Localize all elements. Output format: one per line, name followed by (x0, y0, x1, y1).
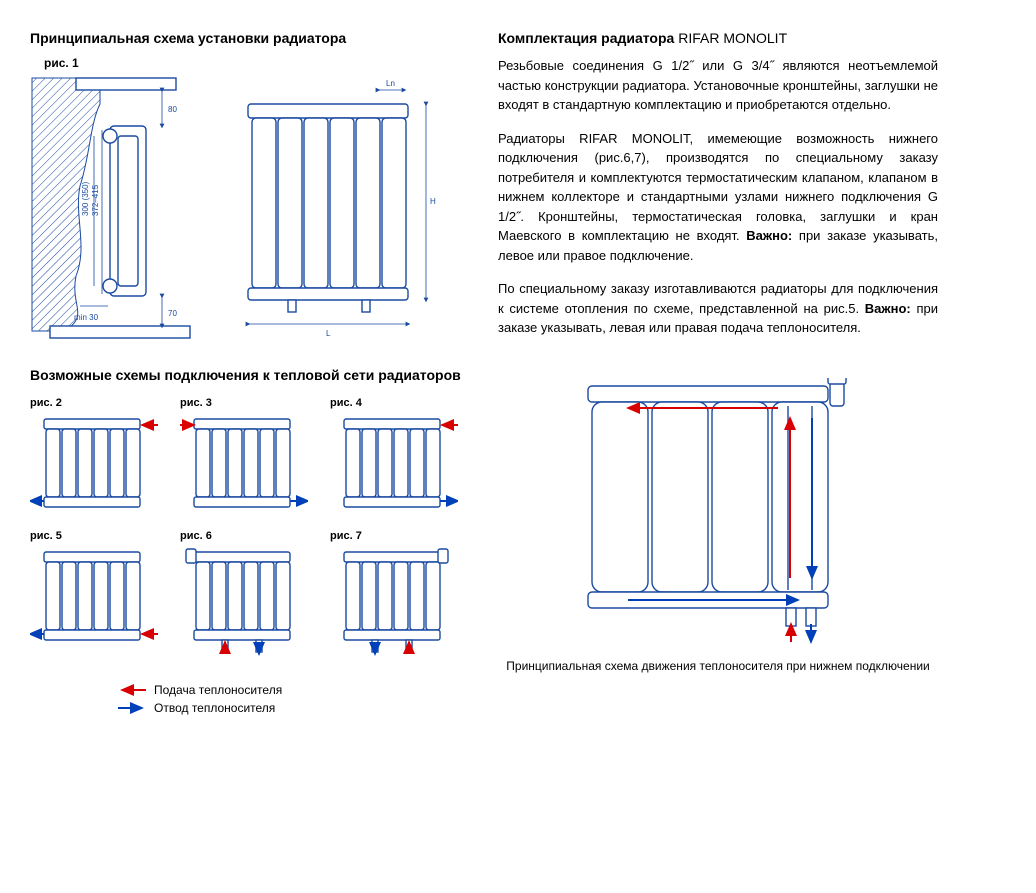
p2a: Радиаторы RIFAR MONOLIT, имемеющие возмо… (498, 131, 938, 244)
dim-mid2: 372–415 (91, 184, 100, 216)
dim-top: 80 (168, 105, 177, 114)
install-scheme-title: Принципиальная схема установки радиатора (30, 30, 470, 46)
right-bottom-figure: Принципиальная схема движения теплоносит… (498, 378, 938, 675)
scheme-2: рис. 2 (30, 393, 160, 516)
fig2-label: рис. 2 (30, 397, 160, 409)
fig1-front-view: Ln H (230, 76, 440, 341)
scheme-6: рис. 6 (180, 526, 310, 659)
config-title-prefix: Комплектация радиатора (498, 30, 678, 46)
config-title: Комплектация радиатора RIFAR MONOLIT (498, 30, 938, 46)
legend: Подача теплоносителя Отвод теплоносителя (118, 683, 470, 715)
bottom-flow-caption: Принципиальная схема движения теплоносит… (498, 658, 938, 675)
legend-supply-text: Подача теплоносителя (154, 683, 282, 697)
right-column: Комплектация радиатора RIFAR MONOLIT Рез… (498, 30, 938, 719)
fig1-label: рис. 1 (44, 56, 470, 70)
p2b: Важно: (746, 228, 792, 243)
page-root: Принципиальная схема установки радиатора… (30, 30, 1006, 719)
dim-bottom: 70 (168, 309, 177, 318)
fig4-label: рис. 4 (330, 397, 460, 409)
left-column: Принципиальная схема установки радиатора… (30, 30, 470, 719)
fig1-side-view: 80 300 (350) 372–415 min 30 70 (30, 76, 200, 341)
legend-return-row: Отвод теплоносителя (118, 701, 470, 715)
p3b: Важно: (865, 301, 911, 316)
fig5-label: рис. 5 (30, 530, 160, 542)
para-3: По специальному заказу изготавливаются р… (498, 279, 938, 338)
schemes-block: Возможные схемы подключения к тепловой с… (30, 367, 470, 715)
config-title-brand: RIFAR MONOLIT (678, 30, 787, 46)
scheme-7: рис. 7 (330, 526, 460, 659)
dim-min30: min 30 (74, 313, 99, 322)
dim-h: H (430, 197, 436, 206)
schemes-title: Возможные схемы подключения к тепловой с… (30, 367, 470, 383)
scheme-3: рис. 3 (180, 393, 310, 516)
para-2: Радиаторы RIFAR MONOLIT, имемеющие возмо… (498, 129, 938, 266)
dim-ln: Ln (386, 79, 395, 88)
scheme-grid: рис. 2 (30, 393, 470, 659)
scheme-4: рис. 4 (330, 393, 460, 516)
legend-supply-row: Подача теплоносителя (118, 683, 470, 697)
para-1: Резьбовые соединения G 1/2˝ или G 3/4˝ я… (498, 56, 938, 115)
scheme-5: рис. 5 (30, 526, 160, 659)
dim-l: L (326, 329, 331, 338)
fig6-label: рис. 6 (180, 530, 310, 542)
legend-return-text: Отвод теплоносителя (154, 701, 275, 715)
fig7-label: рис. 7 (330, 530, 460, 542)
dim-mid1: 300 (350) (81, 181, 90, 216)
fig1-row: 80 300 (350) 372–415 min 30 70 Ln (30, 76, 470, 341)
fig3-label: рис. 3 (180, 397, 310, 409)
